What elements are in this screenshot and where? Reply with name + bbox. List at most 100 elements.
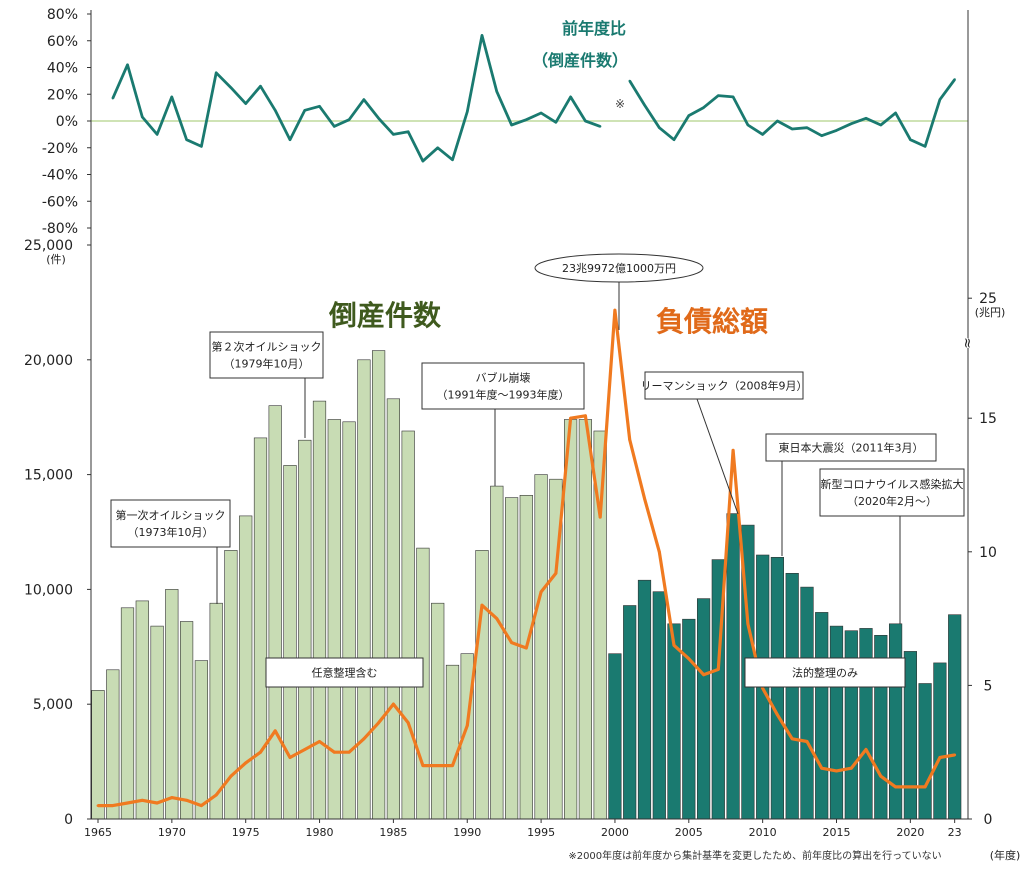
ratio-line-segment-1 [111, 34, 601, 163]
count-bar-2004 [667, 623, 681, 820]
debt-point-1991 [480, 603, 484, 607]
debt-tick-label: 10 [979, 545, 997, 561]
debt-point-2023 [953, 753, 957, 757]
count-bar-1969 [150, 625, 164, 820]
count-bar-1972 [194, 660, 209, 820]
debt-series-label: 負債総額 [656, 305, 768, 338]
count-bar-1971 [180, 621, 194, 820]
count-bar-1968 [135, 600, 149, 820]
ratio-point-2020 [909, 138, 912, 141]
count-bar-2019 [888, 623, 903, 820]
ratio-point-1995 [539, 111, 543, 115]
annotation-box-voluntary [265, 657, 424, 688]
debt-point-1976 [259, 750, 262, 754]
ratio-point-2019 [894, 111, 897, 115]
debt-point-1989 [451, 764, 454, 767]
annotation-box-legal_only [744, 657, 906, 688]
ratio-point-1973 [215, 71, 218, 75]
annotation-text-bubble: （1991年度～1993年度） [437, 388, 570, 402]
count-bar-1970 [165, 589, 179, 820]
count-axis-unit: (件) [46, 253, 66, 266]
ratio-tick-label: -40% [42, 168, 78, 184]
ratio-point-2013 [805, 126, 809, 129]
ratio-point-2011 [776, 119, 779, 123]
debt-point-1988 [436, 764, 440, 767]
ratio-point-2009 [746, 123, 750, 127]
annotation-text-covid: 新型コロナウイルス感染拡大 [821, 477, 964, 491]
count-bar-2005 [682, 618, 696, 820]
annotation-box-peak-debt [534, 253, 704, 283]
debt-point-2014 [820, 766, 824, 770]
footnote: ※2000年度は前年度から集計基準を変更したため、前年度比の算出を行っていない [568, 849, 941, 862]
count-bar-2017 [859, 628, 873, 820]
debt-point-2013 [805, 740, 809, 743]
annotation-leader-lehman [696, 398, 739, 515]
debt-point-2017 [864, 748, 868, 751]
ratio-point-2004 [672, 138, 676, 141]
count-bar-2012 [785, 572, 799, 820]
axis-break-mask [962, 338, 974, 348]
debt-point-2019 [894, 785, 897, 789]
debt-point-1981 [332, 750, 336, 754]
ratio-point-1983 [362, 98, 366, 101]
debt-point-1994 [524, 646, 528, 650]
ratio-point-1999 [599, 125, 602, 128]
debt-point-1993 [510, 641, 513, 644]
x-tick-label: 2020 [896, 826, 924, 839]
debt-point-2018 [879, 774, 883, 778]
x-axis-unit: (年度) [990, 848, 1021, 862]
debt-point-2005 [687, 657, 691, 661]
ratio-point-1971 [185, 138, 188, 141]
debt-point-2020 [909, 785, 912, 789]
count-bar-1977 [268, 405, 282, 820]
debt-point-2001 [628, 438, 632, 441]
axis-break-symbol: ≈ [959, 337, 975, 349]
debt-point-1980 [318, 740, 321, 743]
ratio-point-2008 [731, 95, 735, 99]
x-tick-label: 2010 [749, 826, 777, 839]
ratio-tick-label: -20% [42, 141, 78, 157]
annotation-text-peak-debt: 23兆9972億1000万円 [562, 262, 676, 275]
count-bar-2013 [800, 586, 814, 820]
count-bar-2022 [933, 662, 947, 820]
ratio-point-2015 [835, 129, 838, 132]
debt-point-2006 [702, 673, 705, 677]
count-tick-label: 15,000 [24, 468, 73, 484]
count-bar-1973 [209, 602, 223, 820]
debt-point-2016 [849, 766, 853, 770]
count-bar-2000 [608, 653, 622, 820]
ratio-point-2003 [658, 126, 661, 129]
debt-point-1997 [569, 416, 572, 420]
count-bar-2008 [726, 513, 740, 820]
debt-point-2015 [835, 769, 838, 773]
count-tick-label: 5,000 [33, 697, 73, 713]
debt-point-1996 [554, 571, 558, 575]
ratio-point-1989 [451, 158, 454, 161]
debt-point-2009 [746, 622, 750, 626]
debt-point-1986 [406, 721, 410, 725]
ratio-tick-label: 20% [47, 87, 78, 103]
annotation-box-bubble [421, 362, 585, 410]
ratio-point-2023 [953, 78, 956, 81]
ratio-point-1979 [303, 109, 306, 112]
ratio-point-2016 [850, 122, 853, 125]
debt-point-2022 [938, 756, 942, 759]
ratio-point-1966 [111, 97, 115, 100]
count-bar-1967 [120, 607, 135, 820]
count-bar-2014 [815, 612, 829, 820]
count-bar-1988 [431, 602, 445, 820]
debt-point-1969 [155, 801, 159, 805]
annotation-text-oil_shock_1: 第一次オイルショック [116, 508, 226, 522]
ratio-point-1976 [259, 85, 262, 88]
ratio-point-2012 [791, 127, 794, 131]
annotation-text-oil_shock_2: 第２次オイルショック [212, 340, 322, 354]
x-tick-label: 1980 [306, 826, 334, 839]
count-bar-2020 [903, 651, 917, 820]
count-bar-2023 [948, 614, 962, 820]
count-bar-1986 [401, 430, 415, 820]
ratio-point-1985 [392, 133, 395, 136]
annotation-text-earthquake: 東日本大震災（2011年3月） [779, 441, 924, 455]
count-bar-2015 [829, 625, 844, 820]
count-bar-1994 [519, 494, 533, 820]
debt-point-1982 [347, 750, 351, 754]
